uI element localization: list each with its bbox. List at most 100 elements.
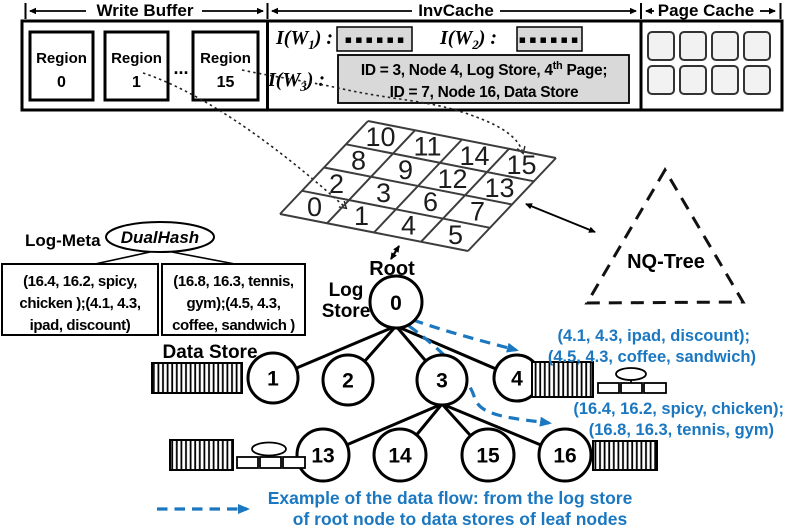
tree-node-1-label: 1 [267,368,279,391]
region-15-name: Region [200,50,251,67]
log-meta-box1-line: chicken );(4.1, 4.3, [19,295,140,312]
invcache-entry-line1: ID = 3, Node 4, Log Store, 4th Page; [361,60,607,79]
grid-cell: 3 [376,178,391,208]
flow-arrow-to-node16 [408,324,552,427]
grid-cell: 0 [307,192,322,222]
flow-caption-line2: of root node to data stores of leaf node… [293,509,628,527]
data-store-block-legend [151,362,243,394]
grid-cell: 8 [351,146,366,176]
region-0-num: 0 [57,74,66,91]
grid-cell: 11 [413,132,441,162]
grid-cell: 15 [506,150,536,180]
inverted-list-box-w2 [516,26,583,52]
subtree-icon-node4 [597,367,667,394]
log-meta-box2-line: (16.8, 16.3, tennis, [173,273,294,290]
invcache-entry-box [337,54,630,104]
region-0-name: Region [36,50,87,67]
page-cache-tile [679,65,707,95]
region-box-0 [28,30,95,102]
header-extent-bar [24,3,782,19]
grid-cell-labels: 10 11 14 15 8 9 12 13 2 3 6 7 0 1 4 5 [307,122,537,250]
log-meta-box1-line: ipad, discount) [30,317,131,334]
page-cache-tile [743,31,771,61]
nq-tree-triangle [584,167,746,305]
log-meta-box1-line: (16.4, 16.2, spicy, [23,273,137,290]
region-1-num: 1 [132,74,141,91]
log-store-label-line2: Store [322,301,371,322]
grid-cell: 12 [437,164,467,194]
page-cache-tile [647,65,675,95]
region-ellipsis: ... [173,58,188,78]
tree-node-4-label: 4 [511,368,523,391]
data-store-block-node16 [592,440,658,471]
log-meta-box2-line: gym);(4.5, 4.3, [186,295,280,312]
grid-cell: 2 [329,169,344,199]
tree-node-2 [321,353,375,407]
log-meta-box-2 [161,263,306,336]
tree-node-16-label: 16 [553,445,576,468]
page-cache-tile [743,65,771,95]
flow-caption-line1: Example of the data flow: from the log s… [268,488,633,508]
tree-node-2-label: 2 [342,370,354,393]
region-15-num: 15 [217,74,235,91]
grid-cell: 1 [354,201,369,231]
grid-cell: 14 [459,141,489,171]
inverted-list-dots-w1: ▪▪▪▪▪▪ [345,33,408,46]
log-meta-box2-line: coffee, sandwich ) [172,317,295,334]
data-store-label: Data Store [162,342,257,363]
page-cache-tile [679,31,707,61]
tree-node-13-label: 13 [311,445,334,468]
nq-tree-label: NQ-Tree [627,251,705,273]
flow-arrow-to-node4 [412,318,519,353]
grid-cell: 9 [398,155,413,185]
flow-annotation-b-line1: (16.4, 16.2, spicy, chicken); [573,400,784,418]
region15-to-cell15-dotted-arrow [241,69,523,153]
tree-node-14 [372,427,428,483]
write-buffer-section-label: Write Buffer [97,1,194,20]
data-store-block-node13 [169,439,234,471]
section-divider [266,21,643,110]
dualhash-label: DualHash [121,228,199,247]
inverted-list-dots-w2: ▪▪▪▪▪▪ [519,33,582,46]
tree-node-3-label: 3 [436,370,448,393]
tree-node-15 [460,427,516,483]
grid-cell: 6 [423,187,438,217]
cache-panel-border [20,19,784,112]
tree-node-1 [246,351,300,405]
tree-edges [272,324,566,457]
subtree-icon-node13 [236,441,306,469]
page-cache-section-label: Page Cache [658,1,754,20]
invcache-w2-label: I(W2) : [439,27,497,52]
log-store-label-line1: Log [329,280,364,301]
page-cache-tile [647,31,675,61]
inverted-list-box-w1 [336,26,413,52]
region-1-name: Region [111,50,162,67]
tree-nodes: 0 1 2 3 4 13 14 15 16 [246,274,593,483]
grid-nqtree-double-arrow [525,203,596,233]
tree-node-0 [368,274,424,330]
flow-annotation-a-line2: (4.5, 4.3, coffee, sandwich) [548,348,756,366]
log-meta-box-1 [1,263,159,336]
grid-lines [279,120,557,252]
flow-annotation-a-line1: (4.1, 4.3, ipad, discount); [557,327,750,345]
invcache-w1-label: I(W1) : [275,27,333,52]
grid-cell: 13 [484,173,514,203]
grid-root-double-arrow [390,245,400,260]
invcache-w3-label: I(W3) : [267,69,325,94]
data-store-block-node4 [531,361,594,398]
flow-annotation-b-line2: (16.8, 16.3, tennis, gym) [589,421,774,439]
tree-node-3 [415,353,469,407]
page-cache-tiles [647,31,771,95]
page-cache-tile [711,65,739,95]
tree-node-15-label: 15 [476,445,500,468]
invcache-section-label: InvCache [418,1,494,20]
grid-cell: 5 [448,220,463,250]
log-meta-label: Log-Meta [25,231,101,250]
grid-cell: 4 [401,211,416,241]
dualhash-connectors [94,251,236,265]
tree-node-13 [295,427,351,483]
grid-cell: 10 [365,122,395,152]
invcache-entry-line2: ID = 7, Node 16, Data Store [390,84,579,101]
